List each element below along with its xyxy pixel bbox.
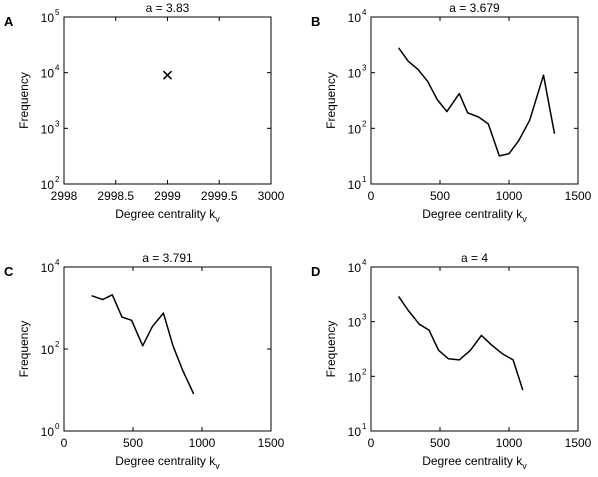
panel-d-letter: D: [311, 264, 320, 279]
panel-c-xtick-label: 1500: [258, 436, 285, 450]
panel-d-ytick-label: 10: [348, 316, 362, 330]
panel-a-ytick-label: 10: [41, 67, 55, 81]
panel-c-ytick-label: 10: [41, 425, 55, 439]
panel-c-ylabel: Frequency: [17, 321, 31, 378]
panel-c-xtick-label: 500: [123, 436, 143, 450]
panel-c-series-line: [91, 294, 195, 395]
panel-c-ytick-exponent: 0: [55, 422, 60, 431]
panel-c-ytick-label: 10: [41, 261, 55, 275]
panel-a-ytick-label: 10: [41, 178, 55, 192]
panel-b-series-line: [397, 47, 556, 157]
panel-a-ytick-label: 10: [41, 11, 55, 25]
panel-c-xlabel: Degree centrality kv: [115, 454, 220, 471]
panel-d-xlabel-subscript: v: [522, 461, 527, 471]
panel-d-ytick-label: 10: [348, 261, 362, 275]
panel-a-ytick-label: 10: [41, 122, 55, 136]
panel-b-ytick-label: 10: [348, 178, 362, 192]
panel-d-ytick-label: 10: [348, 425, 362, 439]
panel-b-title: a = 3.679: [449, 1, 500, 15]
panel-a-ytick-exponent: 4: [55, 64, 60, 73]
panel-c-xtick-label: 1000: [189, 436, 216, 450]
panel-a-ytick-exponent: 2: [55, 175, 60, 184]
panel-b-ytick-exponent: 3: [362, 64, 367, 73]
panel-d-xlabel: Degree centrality kv: [422, 454, 527, 471]
panel-a-xtick-label: 2999: [154, 189, 181, 203]
panel-a-data-point: [162, 70, 173, 80]
panel-a-xtick-label: 2998.5: [97, 189, 134, 203]
panel-b-xlabel: Degree centrality kv: [422, 207, 527, 224]
panel-b-xtick-label: 1000: [496, 189, 523, 203]
panel-d-ytick-exponent: 1: [362, 422, 367, 431]
panel-c-plot-frame: [63, 266, 272, 432]
panel-a-xtick-label: 2998: [51, 189, 78, 203]
panel-d-title: a = 4: [461, 251, 488, 265]
panel-a-title: a = 3.83: [146, 1, 190, 15]
panel-c-title: a = 3.791: [142, 251, 193, 265]
panel-c-letter: C: [4, 264, 14, 279]
panel-a-xlabel-text: Degree centrality k: [115, 207, 216, 221]
panel-d-xtick-label: 0: [368, 436, 375, 450]
panel-a-xtick-label: 3000: [258, 189, 285, 203]
panel-c-ytick-exponent: 4: [55, 258, 60, 267]
panel-d-xlabel-text: Degree centrality k: [422, 454, 523, 468]
panel-a-ytick-exponent: 3: [55, 119, 60, 128]
panel-c-xtick-label: 0: [61, 436, 68, 450]
panel-d-ytick-exponent: 3: [362, 313, 367, 322]
panel-d-ylabel: Frequency: [324, 321, 338, 378]
panel-b-xtick-label: 500: [430, 189, 450, 203]
panel-b-xlabel-subscript: v: [522, 214, 527, 224]
panel-d-ytick-exponent: 2: [362, 367, 367, 376]
panel-b-ytick-exponent: 4: [362, 8, 367, 17]
panel-a-ytick-exponent: 5: [55, 8, 60, 17]
panel-b-xtick-label: 1500: [565, 189, 592, 203]
panel-b-ytick-label: 10: [348, 67, 362, 81]
panel-d-xtick-label: 1000: [496, 436, 523, 450]
panel-d-xtick-label: 1500: [565, 436, 592, 450]
panel-b-letter: B: [311, 14, 320, 29]
panel-a-ylabel: Frequency: [17, 72, 31, 129]
panel-c-xlabel-text: Degree centrality k: [115, 454, 216, 468]
panel-c-ytick-label: 10: [41, 343, 55, 357]
panel-b-xtick-label: 0: [368, 189, 375, 203]
panel-b-ytick-exponent: 1: [362, 175, 367, 184]
panel-c-xlabel-subscript: v: [215, 461, 220, 471]
panel-a-letter: A: [4, 14, 14, 29]
panel-b-ytick-label: 10: [348, 122, 362, 136]
panel-b-ylabel: Frequency: [324, 72, 338, 129]
panel-a-xlabel-subscript: v: [215, 214, 220, 224]
panel-a-xtick-label: 2999.5: [201, 189, 238, 203]
panel-a-xlabel: Degree centrality kv: [115, 207, 220, 224]
panel-b-plot-frame: [370, 16, 579, 185]
panel-b-ytick-label: 10: [348, 11, 362, 25]
panel-b-xlabel-text: Degree centrality k: [422, 207, 523, 221]
panel-a-plot-frame: [63, 16, 272, 185]
panel-d-series-line: [397, 295, 524, 391]
panel-d-ytick-label: 10: [348, 370, 362, 384]
panel-d-plot-frame: [370, 266, 579, 432]
panel-c-ytick-exponent: 2: [55, 340, 60, 349]
panel-d-xtick-label: 500: [430, 436, 450, 450]
panel-d-ytick-exponent: 4: [362, 258, 367, 267]
panel-b-ytick-exponent: 2: [362, 119, 367, 128]
